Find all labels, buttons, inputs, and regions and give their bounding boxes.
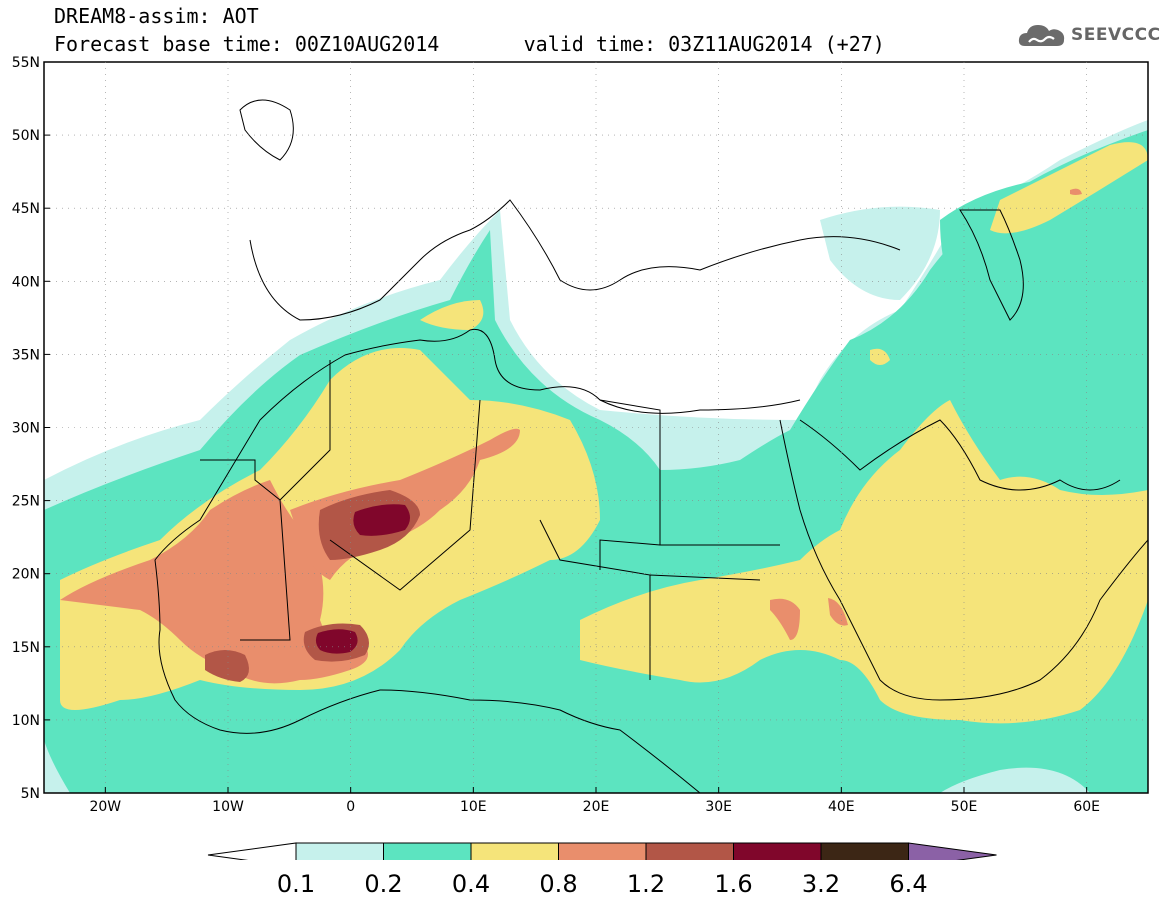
aot-band-0-4-levant [870,348,890,365]
colorbar-swatch [645,842,734,860]
colorbar-label: 6.4 [889,870,928,898]
lon-tick-label: 10W [212,799,244,815]
lon-tick-label: 20W [89,799,121,815]
border-sudan [539,519,761,680]
coastline-north-africa [344,328,801,414]
map-subtitle: Forecast base time: 00Z10AUG2014 valid t… [54,32,885,56]
colorbar-label: 1.6 [714,870,753,898]
lat-tick-label: 20N [12,567,40,583]
lon-tick-label: 40E [828,799,855,815]
colorbar-swatch [733,842,822,860]
border-libya-egypt [599,399,780,570]
seevccc-logo: SEEVCCC [1017,20,1161,50]
aot-band-0-1-east [820,206,940,300]
colorbar-label: 0.4 [451,870,491,898]
colorbar-swatch [295,842,384,860]
coastline-british-isles [239,99,294,161]
colorbar [207,842,997,860]
lat-tick-label: 30N [12,421,40,437]
lat-tick-label: 10N [12,713,40,729]
coastline-west-africa [154,354,701,793]
coastline-arabia-east [799,419,1121,491]
lon-tick-label: 0 [346,799,355,815]
lat-tick-label: 45N [12,201,40,217]
lon-tick-label: 50E [951,799,978,815]
aot-band-0-8-sudan [770,598,800,640]
aot-band-1-2-senegal [205,650,249,682]
coastline-red-sea [779,419,1148,701]
colorbar-label: 0.8 [539,870,578,898]
border-mauritania [200,459,291,641]
coastline-caspian [959,209,1024,321]
colorbar-under-arrow [207,842,297,860]
aot-band-1-6-caspian [1070,188,1082,195]
colorbar-label: 1.2 [626,870,666,898]
aot-band-0-4-caspian [990,142,1148,234]
graticule [44,61,1148,794]
aot-band-1-6-mali [315,629,358,654]
colorbar-swatch [383,842,472,860]
lat-tick-label: 40N [12,274,40,290]
colorbar-swatch [820,842,909,860]
logo-text: SEEVCCC [1071,25,1161,45]
coastline-europe [249,199,901,321]
lat-tick-label: 15N [12,640,40,656]
lat-tick-label: 5N [21,786,40,802]
lon-tick-label: 10E [460,799,487,815]
colorbar-label: 0.2 [364,870,403,898]
aot-band-0-4-sahel-east [580,400,1148,724]
map-title: DREAM8-assim: AOT [54,4,259,28]
cloud-logo-icon [1018,25,1065,46]
lat-tick-label: 50N [12,128,40,144]
colorbar-label: 0.1 [276,870,316,898]
base-time-label: Forecast base time: 00Z10AUG2014 [54,32,440,56]
aot-contours [44,120,1148,793]
aot-band-0-4-iberia [420,300,484,330]
lat-tick-label: 55N [12,55,40,71]
longitude-labels: 20W 10W 0 10E 20E 30E 40E 50E 60E [89,799,1100,815]
lat-tick-label: 35N [12,347,40,363]
lon-tick-label: 20E [583,799,610,815]
colorbar-swatch [470,842,559,860]
coastlines [154,99,1148,793]
valid-time-label: valid time: 03Z11AUG2014 (+27) [523,32,885,56]
colorbar-over-arrow [908,842,997,860]
colorbar-label: 3.2 [801,870,841,898]
aot-band-0-8-eritrea [828,598,848,626]
aot-forecast-map: 55N 50N 45N 40N 35N 30N 25N 20N 15N 10N 5N 20W 10W 0… [12,55,1149,860]
lat-tick-label: 25N [12,494,40,510]
aot-band-0-8-west [60,480,368,684]
border-algeria [279,360,481,591]
lon-tick-label: 60E [1073,799,1100,815]
latitude-labels: 55N 50N 45N 40N 35N 30N 25N 20N 15N 10N 5N [12,55,40,802]
aot-band-1-6-algeria [353,504,410,536]
colorbar-swatch [558,842,647,860]
lon-tick-label: 30E [705,799,732,815]
